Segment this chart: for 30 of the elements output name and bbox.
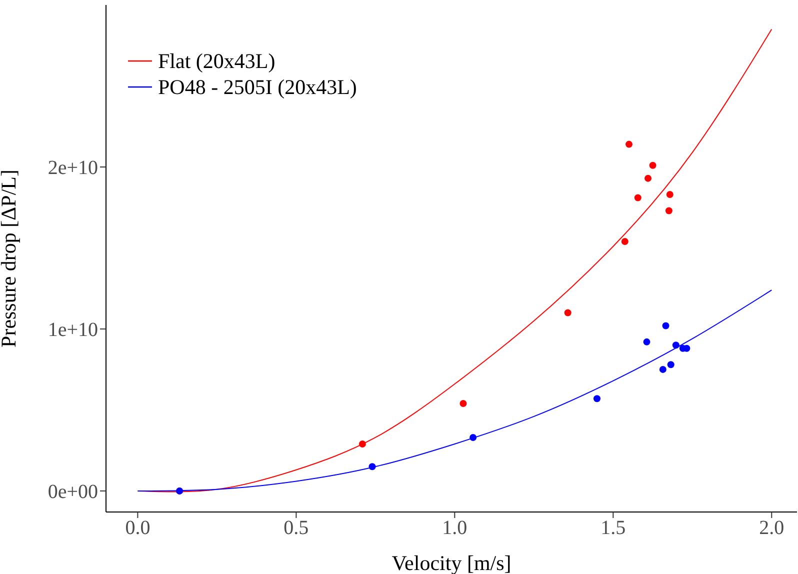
- legend-label: PO48 - 2505I (20x43L): [158, 74, 357, 100]
- x-tick-label: 0.5: [284, 517, 309, 540]
- point: [460, 400, 467, 407]
- point: [659, 366, 666, 373]
- point: [643, 338, 650, 346]
- point: [662, 322, 670, 330]
- point: [665, 207, 672, 214]
- point: [593, 395, 600, 402]
- point: [368, 463, 376, 470]
- x-tick-label: 0.0: [125, 517, 150, 540]
- point: [626, 140, 633, 148]
- point: [644, 174, 652, 182]
- y-tick-label: 0e+00: [48, 481, 98, 504]
- y-axis-title: Pressure drop [ΔP/L]: [0, 170, 20, 348]
- x-tick-label: 2.0: [759, 517, 784, 540]
- point: [666, 191, 674, 198]
- point: [634, 194, 642, 202]
- y-tick-label: 1e+10: [48, 319, 98, 342]
- x-tick-label: 1.0: [442, 517, 468, 540]
- point: [564, 309, 572, 316]
- point: [358, 440, 366, 448]
- point: [649, 162, 656, 169]
- point: [470, 434, 477, 441]
- x-tick-label: 1.5: [600, 517, 626, 540]
- point: [667, 361, 674, 368]
- line-series: [137, 290, 772, 492]
- legend-label: Flat (20x43L): [158, 48, 276, 74]
- y-tick-label: 2e+10: [48, 157, 98, 180]
- point: [621, 238, 628, 245]
- point: [672, 342, 680, 349]
